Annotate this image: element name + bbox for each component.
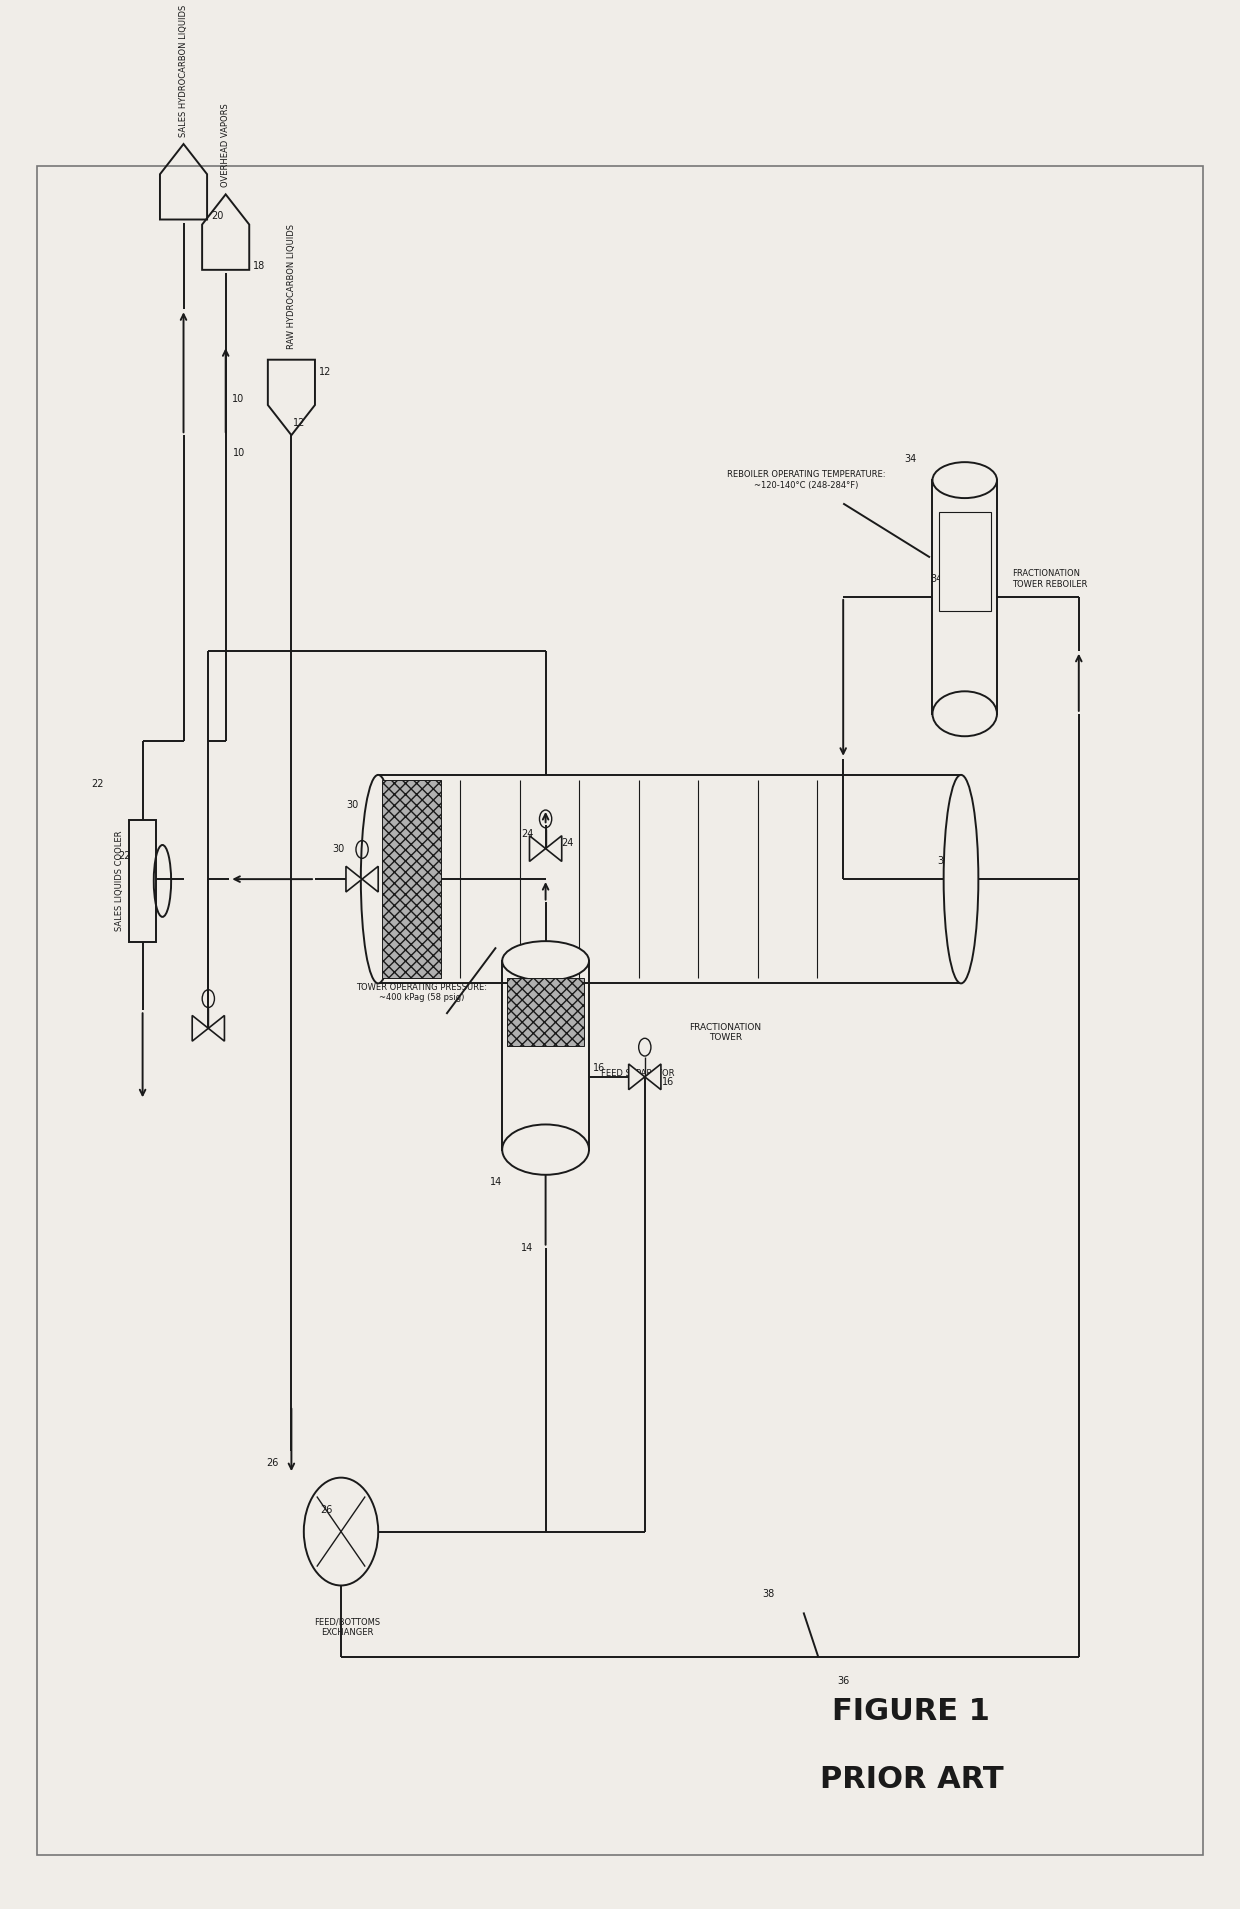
Bar <box>129 819 156 941</box>
Text: 12: 12 <box>319 367 331 378</box>
Polygon shape <box>192 1016 208 1040</box>
Text: 36: 36 <box>837 1676 849 1686</box>
Text: FEED SEPARATOR: FEED SEPARATOR <box>601 1069 675 1079</box>
Ellipse shape <box>502 1124 589 1174</box>
Text: 22: 22 <box>118 851 130 861</box>
Bar <box>382 781 441 977</box>
Text: OVERHEAD VAPORS: OVERHEAD VAPORS <box>221 103 231 187</box>
Text: 24: 24 <box>521 829 533 840</box>
Text: FIGURE 1: FIGURE 1 <box>832 1697 991 1726</box>
Text: 26: 26 <box>267 1458 279 1468</box>
Text: 10: 10 <box>233 449 246 458</box>
Text: FRACTIONATION
TOWER: FRACTIONATION TOWER <box>689 1023 761 1042</box>
Text: 28: 28 <box>382 855 394 867</box>
Text: REBOILER OPERATING TEMPERATURE:
~120-140°C (248-284°F): REBOILER OPERATING TEMPERATURE: ~120-140… <box>727 470 885 491</box>
Polygon shape <box>546 836 562 861</box>
Text: 16: 16 <box>662 1077 675 1088</box>
Bar <box>939 512 991 611</box>
Bar <box>378 775 961 983</box>
Text: SALES LIQUIDS COOLER: SALES LIQUIDS COOLER <box>115 830 124 932</box>
Text: FRACTIONATION
TOWER REBOILER: FRACTIONATION TOWER REBOILER <box>1012 569 1087 588</box>
Text: 24: 24 <box>562 838 574 848</box>
Ellipse shape <box>944 775 978 983</box>
Text: 34: 34 <box>904 454 916 464</box>
Polygon shape <box>629 1063 645 1090</box>
Text: 14: 14 <box>490 1178 502 1187</box>
Ellipse shape <box>502 941 589 981</box>
Polygon shape <box>346 867 362 892</box>
Text: 10: 10 <box>232 395 244 405</box>
Text: 12: 12 <box>293 418 305 428</box>
Text: 16: 16 <box>593 1063 605 1073</box>
Bar <box>932 481 997 714</box>
Polygon shape <box>529 836 546 861</box>
Ellipse shape <box>932 462 997 498</box>
Text: 38: 38 <box>763 1590 775 1600</box>
Text: 34: 34 <box>930 575 942 584</box>
Ellipse shape <box>932 691 997 737</box>
Polygon shape <box>208 1016 224 1040</box>
Polygon shape <box>362 867 378 892</box>
Text: 32: 32 <box>937 855 950 867</box>
Text: RAW HYDROCARBON LIQUIDS: RAW HYDROCARBON LIQUIDS <box>286 223 296 349</box>
Text: TOWER OPERATING PRESSURE:
~400 kPag (58 psig): TOWER OPERATING PRESSURE: ~400 kPag (58 … <box>356 983 487 1002</box>
Text: FEED/BOTTOMS
EXCHANGER: FEED/BOTTOMS EXCHANGER <box>314 1617 381 1638</box>
Text: 30: 30 <box>346 800 358 811</box>
Text: 26: 26 <box>320 1504 332 1516</box>
Text: 30: 30 <box>332 844 345 853</box>
Bar <box>507 977 584 1046</box>
Text: 14: 14 <box>521 1243 533 1252</box>
Text: PRIOR ART: PRIOR ART <box>820 1766 1003 1794</box>
Text: 20: 20 <box>211 210 223 221</box>
Bar <box>502 960 589 1149</box>
Text: SALES HYDROCARBON LIQUIDS: SALES HYDROCARBON LIQUIDS <box>179 4 188 137</box>
Text: 22: 22 <box>92 779 104 788</box>
Text: 18: 18 <box>253 262 265 271</box>
Polygon shape <box>645 1063 661 1090</box>
Ellipse shape <box>361 775 396 983</box>
